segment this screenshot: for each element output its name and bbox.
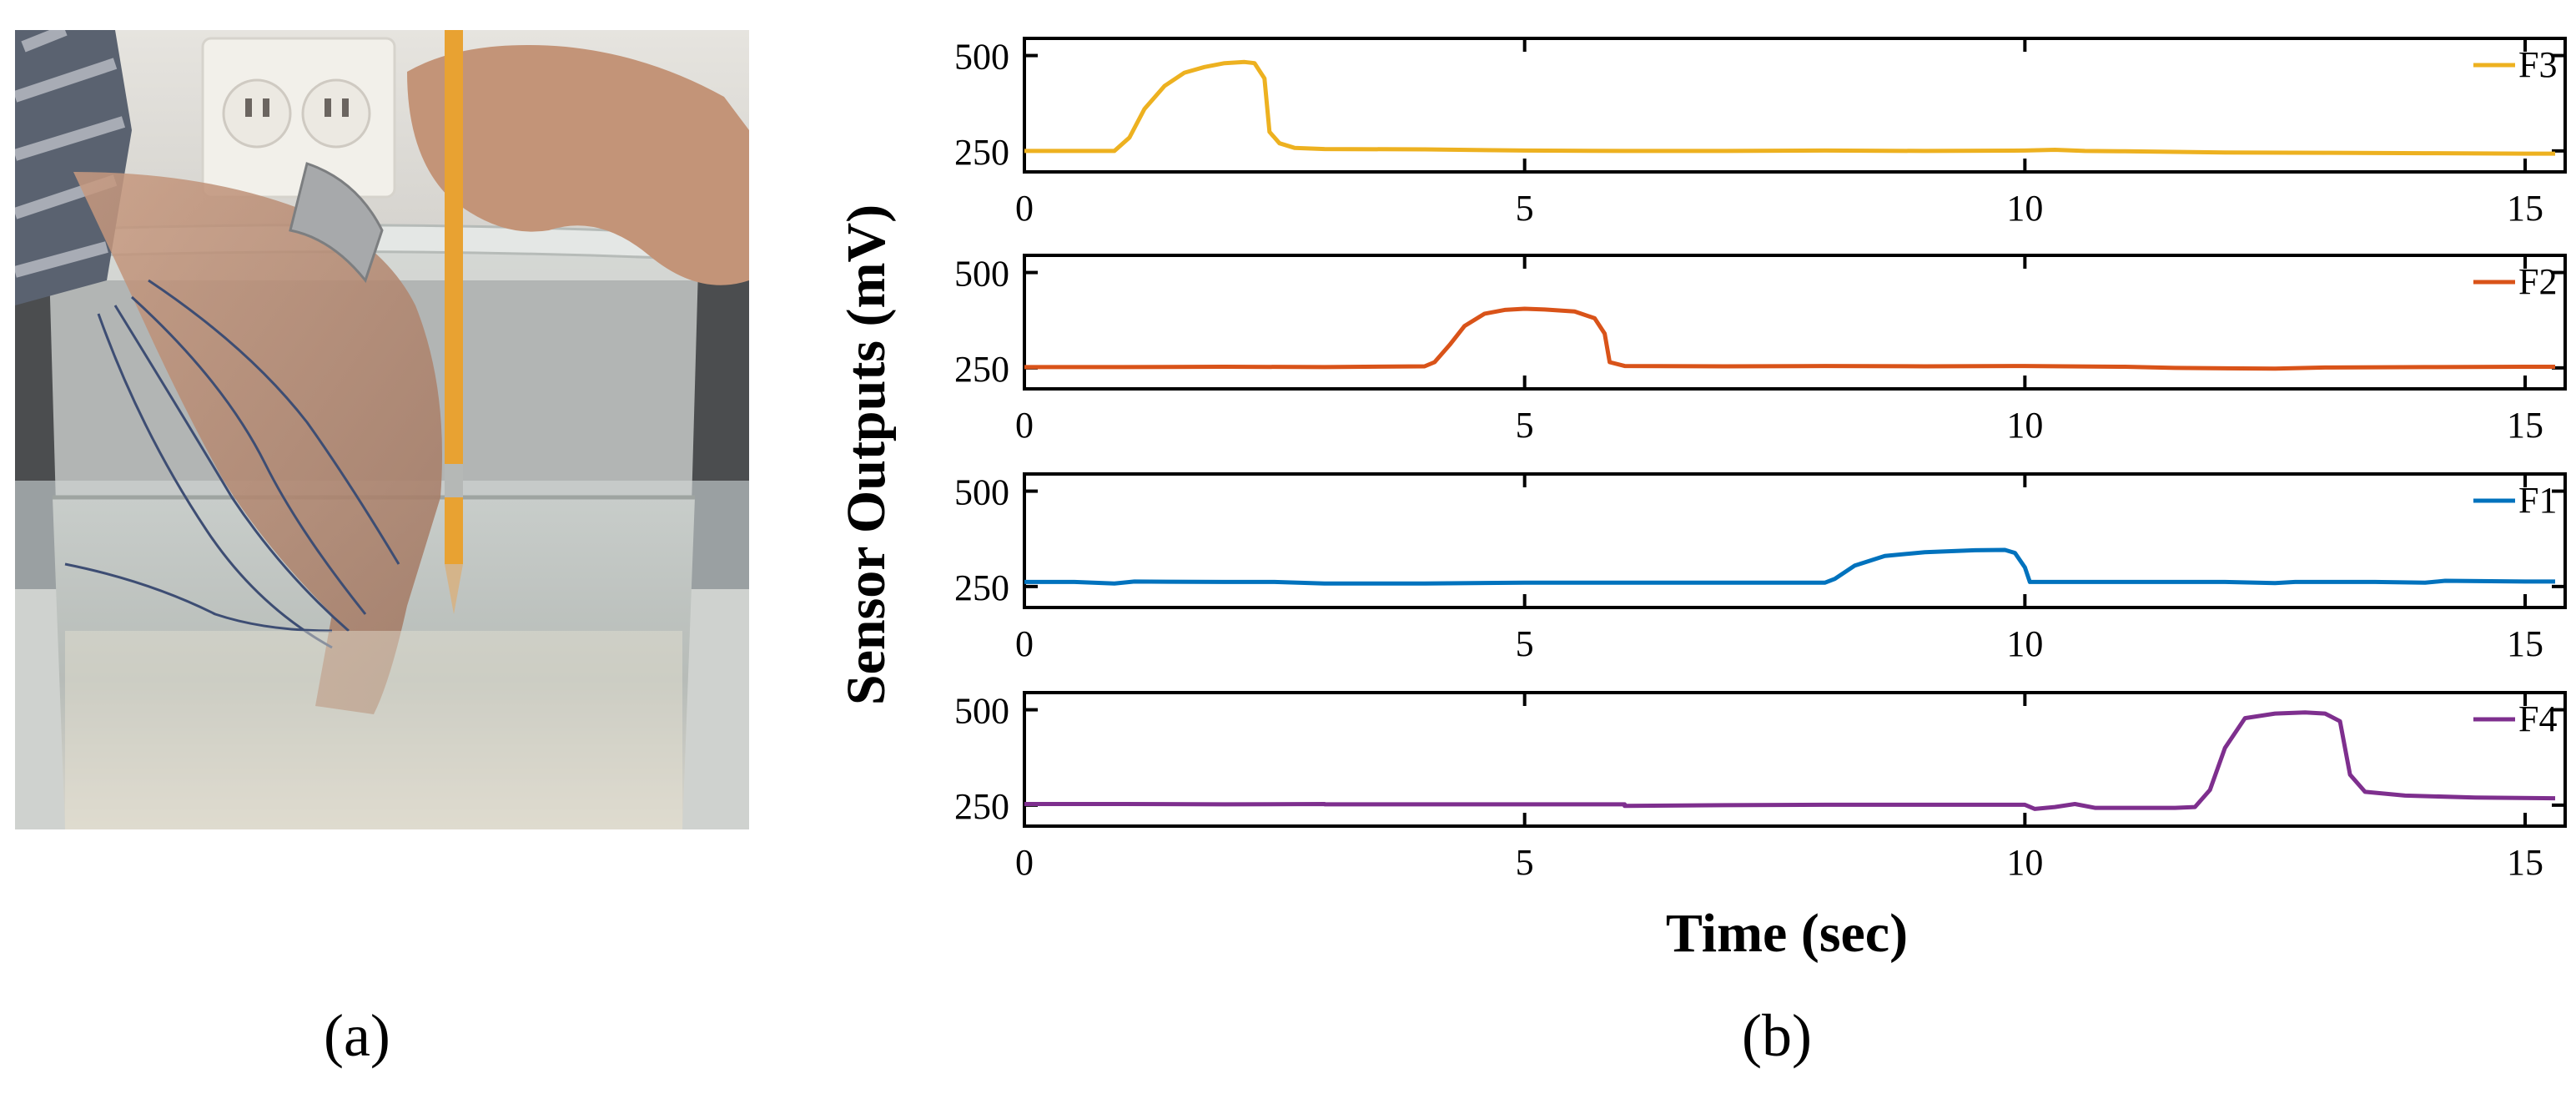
x-tick-label: 15 xyxy=(2507,842,2543,883)
x-tick-label: 15 xyxy=(2507,623,2543,664)
y-tick-label: 250 xyxy=(954,567,1009,608)
x-tick-label: 5 xyxy=(1516,623,1534,664)
y-tick-label: 500 xyxy=(954,254,1009,295)
subplot-f2: 0 5 10 15 250 500 F2 xyxy=(954,254,2567,446)
x-tick-label: 15 xyxy=(2507,188,2543,229)
caption-b: (b) xyxy=(1742,1002,1812,1069)
subplot-f1: 0 5 10 15 250 500 F1 xyxy=(954,472,2567,664)
x-axis-label: Time (sec) xyxy=(1666,903,1908,964)
series-line-f4 xyxy=(1024,710,2556,811)
axes-frame xyxy=(1023,37,2567,174)
y-tick-label: 250 xyxy=(954,786,1009,827)
axes-frame xyxy=(1023,254,2567,391)
series-line-f2 xyxy=(1024,306,2555,371)
photo-hand-in-water-container-icon xyxy=(15,30,749,829)
legend-label: F2 xyxy=(2518,261,2557,302)
y-tick-label: 250 xyxy=(954,349,1009,390)
x-tick-label: 0 xyxy=(1015,842,1034,883)
series-line-f1 xyxy=(1024,547,2555,586)
x-tick-label: 10 xyxy=(2006,188,2043,229)
subplot-f4: 0 5 10 15 250 500 F4 xyxy=(954,691,2567,883)
x-tick-label: 0 xyxy=(1015,405,1034,446)
legend-label: F3 xyxy=(2518,44,2557,85)
y-tick-label: 500 xyxy=(954,37,1009,78)
series-line-f3 xyxy=(1024,59,2555,156)
axes-frame xyxy=(1023,691,2567,828)
x-tick-label: 0 xyxy=(1015,623,1034,664)
x-tick-label: 5 xyxy=(1516,188,1534,229)
x-tick-label: 10 xyxy=(2006,623,2043,664)
subplot-f3: 0 5 10 15 250 500 F3 xyxy=(954,37,2567,229)
legend-label: F1 xyxy=(2518,480,2557,521)
y-tick-label: 500 xyxy=(954,691,1009,732)
axes-frame xyxy=(1023,472,2567,609)
x-tick-label: 5 xyxy=(1516,842,1534,883)
y-tick-label: 250 xyxy=(954,132,1009,173)
x-tick-label: 10 xyxy=(2006,842,2043,883)
y-axis-label: Sensor Outputs (mV) xyxy=(836,204,897,705)
x-tick-label: 5 xyxy=(1516,405,1534,446)
y-tick-label: 500 xyxy=(954,472,1009,513)
x-tick-label: 10 xyxy=(2006,405,2043,446)
x-tick-label: 15 xyxy=(2507,405,2543,446)
x-tick-label: 0 xyxy=(1015,188,1034,229)
panel-a-photo xyxy=(15,30,749,829)
legend-label: F4 xyxy=(2518,698,2557,739)
caption-a: (a) xyxy=(324,1002,390,1069)
